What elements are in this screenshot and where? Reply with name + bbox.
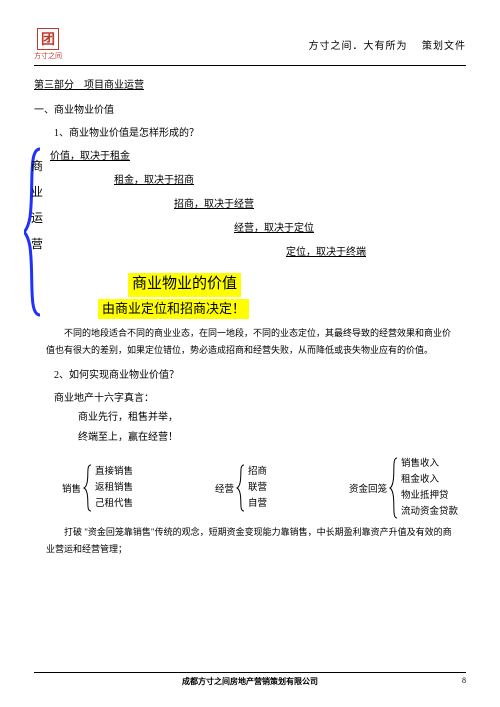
list-item: 物业抵押贷 <box>401 488 458 504</box>
slogan-text: 方寸之间．大有所为 <box>309 41 408 52</box>
side-label-char: 运 <box>30 205 44 231</box>
list-item: 销售收入 <box>401 456 458 472</box>
header-divider <box>34 65 466 66</box>
logo-seal-icon: 团 <box>37 28 59 50</box>
highlight-callout: 商业物业的价值 由商业定位和招商决定！ <box>98 273 466 319</box>
brace-icon <box>83 463 93 513</box>
group-label: 销售 <box>62 481 81 495</box>
page-number: 8 <box>462 676 466 685</box>
cascade-step: 定位，取决于终端 <box>286 243 366 258</box>
side-label-char: 营 <box>30 231 44 257</box>
group-cashflow: 资金回笼 销售收入 租金收入 物业抵押贷 流动资金贷款 <box>349 456 458 521</box>
body-paragraph-1: 不同的地段适合不同的商业业态，在同一地段，不同的业态定位，其最终导致的经营效果和… <box>46 325 454 357</box>
cascade-step: 经营，取决于定位 <box>234 219 314 234</box>
list-item: 直接销售 <box>95 464 133 480</box>
highlight-line-2: 由商业定位和招商决定！ <box>98 299 249 320</box>
highlight-line-1: 商业物业的价值 <box>128 273 241 297</box>
list-item: 返租销售 <box>95 480 133 496</box>
brand-logo: 团 方寸之间 <box>34 28 62 61</box>
question-2: 2、如何实现商业物业价值？ <box>54 366 466 381</box>
page-footer: 成都方寸之间房地产营销策划有限公司 8 <box>34 672 466 685</box>
part-title: 第三部分 项目商业运营 <box>34 76 466 91</box>
list-item: 招商 <box>248 464 267 480</box>
group-sales: 销售 直接销售 返租销售 己租代售 <box>62 456 133 521</box>
group-operate: 经营 招商 联营 自营 <box>215 456 267 521</box>
list-item: 联营 <box>248 480 267 496</box>
question-1: 1、商业物业价值是怎样形成的？ <box>54 124 466 139</box>
cascade-step: 价值，取决于租金 <box>50 147 130 162</box>
side-label-char: 商 <box>30 153 44 179</box>
value-cascade: 商 业 运 营 价值，取决于租金 租金，取决于招商 招商，取决于经营 经营，取决… <box>34 147 466 267</box>
brace-icon <box>389 456 399 520</box>
cascade-step: 租金，取决于招商 <box>114 171 194 186</box>
brace-groups: 销售 直接销售 返租销售 己租代售 经营 招商 联营 自营 资金回笼 销售收入 … <box>62 456 458 521</box>
section-heading-1: 一、商业物业价值 <box>34 101 466 116</box>
group-label: 资金回笼 <box>349 481 387 495</box>
list-item: 自营 <box>248 496 267 512</box>
cascade-step: 招商，取决于经营 <box>174 195 254 210</box>
side-label: 商 业 运 营 <box>30 153 44 257</box>
page-header: 团 方寸之间 方寸之间．大有所为 策划文件 <box>34 28 466 61</box>
body-paragraph-2: 打破 "资金回笼靠销售"传统的观念，短期资金变现能力靠销售，中长期盈利靠资产升值… <box>46 524 454 556</box>
footer-company: 成都方寸之间房地产营销策划有限公司 <box>182 676 318 687</box>
list-item: 流动资金贷款 <box>401 504 458 520</box>
doc-type-text: 策划文件 <box>422 41 466 52</box>
couplet-line-2: 终端至上，赢在经营！ <box>78 428 466 448</box>
list-item: 租金收入 <box>401 472 458 488</box>
group-label: 经营 <box>215 481 234 495</box>
brace-icon <box>236 463 246 513</box>
logo-text: 方寸之间 <box>34 51 62 61</box>
header-meta: 方寸之间．大有所为 策划文件 <box>309 37 467 52</box>
list-item: 己租代售 <box>95 496 133 512</box>
couplet-line-1: 商业先行，租售并举， <box>78 408 466 428</box>
side-label-char: 业 <box>30 179 44 205</box>
sixteen-words-intro: 商业地产十六字真言： <box>54 389 466 404</box>
